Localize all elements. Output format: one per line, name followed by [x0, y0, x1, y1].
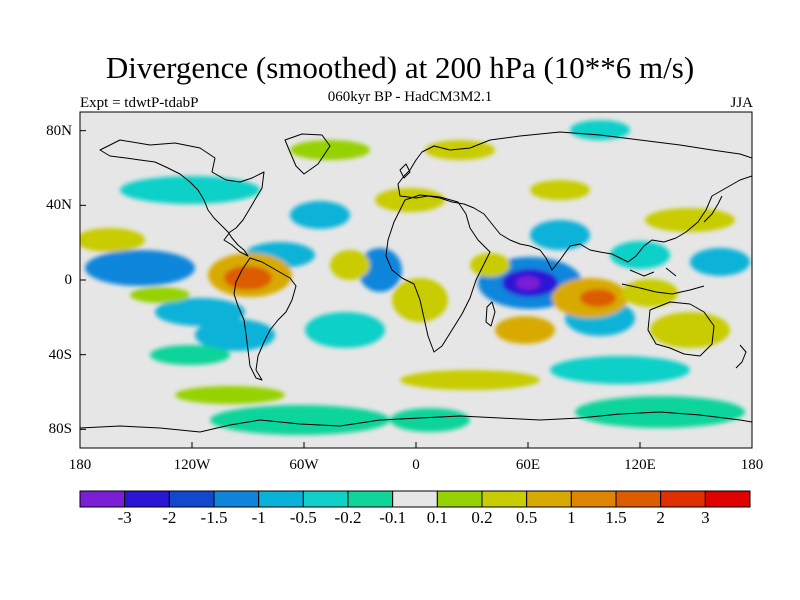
lat-tick-label: 0: [64, 272, 73, 288]
field-contour: [580, 289, 616, 307]
field-contour: [390, 408, 470, 432]
colorbar-swatch: [258, 490, 304, 508]
colorbar: [79, 490, 751, 508]
colorbar-label: -0.5: [289, 508, 317, 527]
field-contour: [130, 287, 190, 303]
field-contour: [570, 120, 630, 140]
coastline-north-america: [99, 139, 265, 257]
coastline-greenland: [284, 133, 331, 175]
field-contour: [290, 201, 350, 229]
colorbar-swatch: [615, 490, 662, 508]
lon-tick-label: 180: [68, 457, 92, 473]
lat-tick-label: 80N: [46, 122, 72, 139]
colorbar-swatch: [79, 490, 126, 508]
lon-tick-label: 180: [740, 457, 764, 473]
colorbar-swatch: [481, 490, 528, 508]
colorbar-swatch: [213, 490, 260, 508]
field-contour: [290, 140, 370, 160]
coastline-africa: [385, 194, 491, 353]
field-contour: [550, 356, 690, 384]
chart-title: Divergence (smoothed) at 200 hPa (10**6 …: [105, 50, 695, 85]
colorbar-swatch: [526, 490, 572, 508]
field-contour: [610, 241, 670, 269]
field-contour: [690, 248, 750, 276]
coastline-british-isles: [399, 163, 411, 179]
colorbar-swatch: [570, 490, 617, 508]
field-contour: [155, 298, 245, 326]
colorbar-swatch: [124, 490, 170, 508]
field-contour: [85, 250, 195, 286]
coastlines: [80, 131, 752, 433]
field-contour: [470, 253, 510, 277]
colorbar-label: -0.1: [379, 508, 407, 527]
colorbar-label: 3: [701, 508, 710, 527]
colorbar-swatch: [302, 490, 349, 508]
field-contour: [224, 266, 272, 290]
colorbar-label: -0.2: [334, 508, 362, 527]
colorbar-label: -1.5: [200, 508, 228, 527]
colorbar-label: 1: [567, 508, 576, 527]
lat-tick-label: 80S: [48, 421, 72, 438]
colorbar-label: 2: [656, 508, 665, 527]
colorbar-label: -3: [117, 508, 132, 527]
lon-tick-label: 60W: [289, 457, 319, 473]
lon-tick-label: 0: [412, 457, 420, 473]
field-contour: [80, 228, 145, 252]
field-contour: [650, 312, 730, 348]
field-contour: [400, 370, 540, 390]
field-contour: [150, 345, 230, 365]
field-contour: [495, 316, 555, 344]
field-contour: [195, 319, 275, 351]
colorbar-swatch: [704, 490, 751, 508]
field-contour: [120, 176, 260, 204]
lon-tick-label: 60E: [515, 457, 541, 473]
experiment-label: Expt = tdwtP-tdabP: [80, 95, 199, 111]
coastline-south-america: [233, 257, 297, 381]
lon-tick-label: 120E: [624, 457, 656, 473]
field-contour: [530, 180, 590, 200]
coastline-indonesia: [621, 267, 705, 295]
colorbar-swatch: [168, 490, 215, 508]
field-contour: [358, 248, 402, 292]
field-contour: [375, 188, 445, 212]
colorbar-swatch: [660, 490, 706, 508]
colorbar-swatch: [436, 490, 483, 508]
lon-tick-label: 120W: [173, 457, 211, 473]
coastline-japan: [703, 195, 723, 223]
field-contour: [530, 220, 590, 250]
field-contour: [305, 312, 385, 348]
colorbar-label: 1.5: [605, 508, 627, 527]
coastline-eurasia: [397, 131, 752, 271]
lat-tick-label: 40N: [46, 197, 72, 214]
colorbar-label: 0.2: [471, 508, 493, 527]
coastline-australia: [647, 301, 715, 357]
field-contour: [516, 276, 540, 290]
colorbar-label: 0.1: [426, 508, 448, 527]
axis-ticks: [79, 130, 753, 448]
colorbar-label: 0.5: [516, 508, 538, 527]
colorbar-swatch: [392, 490, 438, 508]
colorbar-label: -2: [162, 508, 177, 527]
field-contour: [425, 140, 495, 160]
colorbar-swatch: [347, 490, 394, 508]
chart-subtitle: 060kyr BP - HadCM3M2.1: [327, 89, 493, 105]
field-contour: [330, 250, 370, 280]
field-contour: [210, 405, 390, 435]
divergence-field: [80, 120, 750, 435]
coastline-madagascar: [485, 301, 496, 327]
coastline-antarctica: [80, 411, 752, 433]
coastline-new-zealand: [735, 344, 747, 369]
field-contour: [175, 386, 285, 404]
field-contour: [622, 279, 678, 307]
lat-tick-label: 40S: [48, 346, 72, 363]
season-label: JJA: [730, 95, 753, 111]
colorbar-label: -1: [251, 508, 266, 527]
